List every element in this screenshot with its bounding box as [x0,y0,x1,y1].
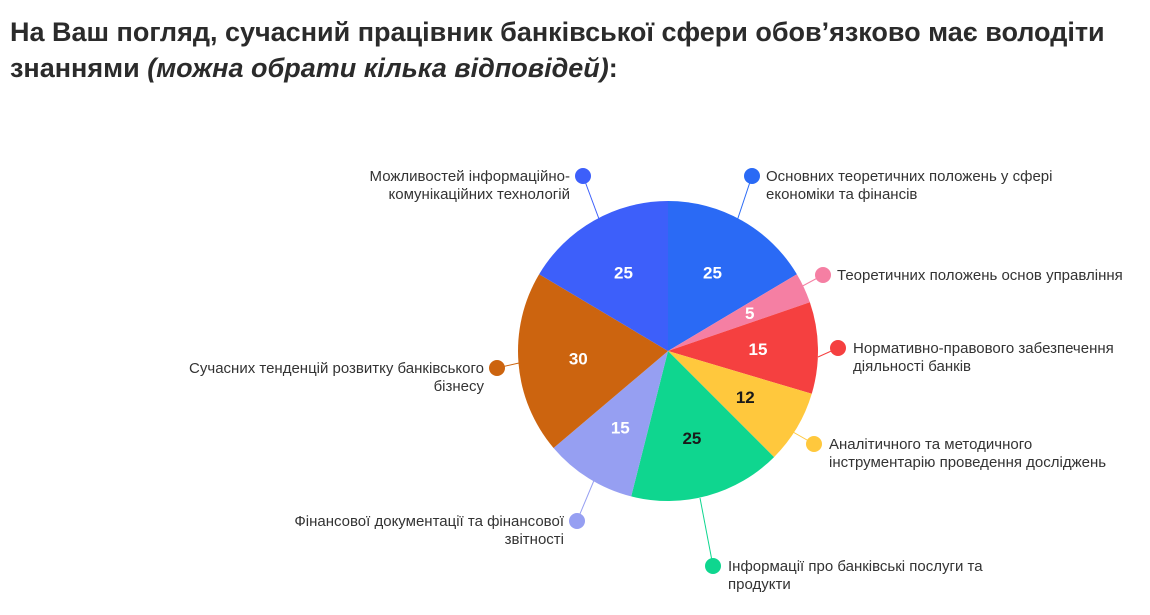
slice-category-label: Фінансової документації та фінансової зв… [294,513,564,548]
slice-value-label: 25 [614,264,633,283]
legend-dot [489,360,505,376]
title-main: На Ваш погляд, сучасний працівник банків… [10,17,1105,83]
slice-category-label: Теоретичних положень основ управління [837,267,1123,284]
legend-dot [575,168,591,184]
slice-value-label: 15 [749,340,768,359]
slice-category-label: Основних теоретичних положень у сфері ек… [766,168,1053,203]
slice-category-label: Інформації про банківські послуги та про… [728,558,983,593]
slice-value-label: 5 [745,304,754,323]
legend-dot [830,340,846,356]
slice-category-label: Можливостей інформаційно-комунікаційних … [369,168,570,203]
pie-slice [518,274,668,448]
slice-value-label: 12 [736,388,755,407]
pie-slice [553,351,668,497]
pie-slice [668,351,812,458]
legend-dot [806,436,822,452]
slice-value-label: 15 [611,418,630,437]
pie-slice [668,274,810,351]
callout-line [699,497,714,567]
pie-slice [668,201,797,351]
pie-slice [631,351,775,502]
legend-dot [744,168,760,184]
slice-value-label: 25 [682,429,701,448]
legend-dot [815,267,831,283]
slice-category-label: Сучасних тенденцій розвитку банківського… [189,360,484,395]
slice-value-label: 30 [569,349,588,368]
slice-category-label: Нормативно-правового забезпечення діяльн… [853,340,1114,375]
legend-dot [569,513,585,529]
title-italic: (можна обрати кілька відповідей) [147,53,609,83]
pie-slice [539,201,668,351]
pie-slice [668,302,818,394]
chart-title: На Ваш погляд, сучасний працівник банків… [10,14,1140,86]
title-suffix: : [608,53,618,83]
slice-category-label: Аналітичного та методичного інструментар… [829,436,1107,471]
legend-dot [705,558,721,574]
slice-value-label: 25 [703,264,722,283]
